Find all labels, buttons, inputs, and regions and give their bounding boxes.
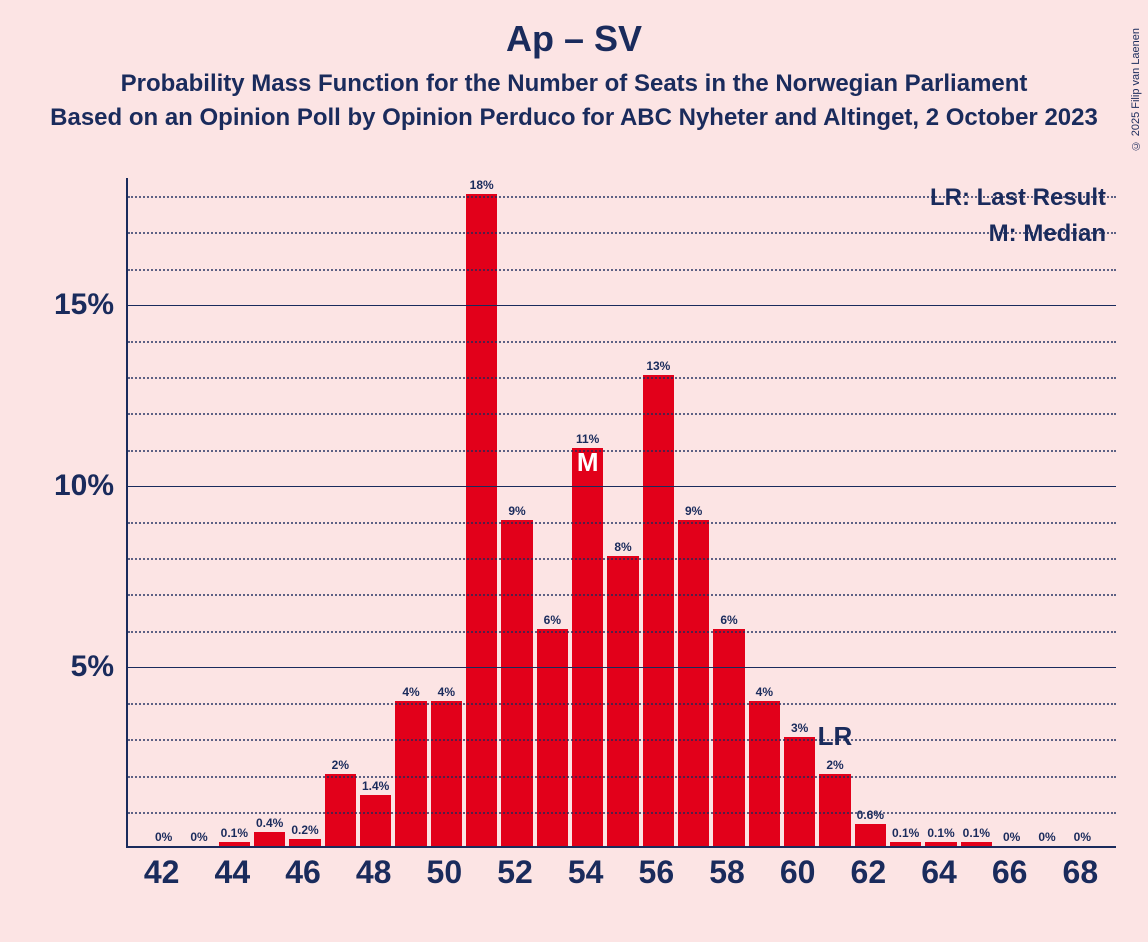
gridline-minor	[128, 812, 1116, 814]
gridline-minor	[128, 522, 1116, 524]
bar	[219, 842, 250, 846]
gridline-minor	[128, 558, 1116, 560]
chart-subtitle-2: Based on an Opinion Poll by Opinion Perd…	[0, 104, 1148, 132]
x-axis-label: 48	[356, 854, 392, 891]
x-axis-label: 46	[285, 854, 321, 891]
gridline-minor	[128, 776, 1116, 778]
bar-value-label: 2%	[805, 758, 865, 772]
x-axis-label: 56	[639, 854, 675, 891]
x-axis-label: 54	[568, 854, 604, 891]
gridline-minor	[128, 341, 1116, 343]
gridline-major	[128, 486, 1116, 487]
x-axis-label: 42	[144, 854, 180, 891]
bar-value-label: 13%	[628, 359, 688, 373]
bar-value-label: 6%	[699, 613, 759, 627]
bar	[607, 556, 638, 846]
gridline-minor	[128, 377, 1116, 379]
bar-value-label: 18%	[452, 178, 512, 192]
bar-value-label: 9%	[664, 504, 724, 518]
x-axis-label: 66	[992, 854, 1028, 891]
gridline-major	[128, 667, 1116, 668]
bars-container: 0%0%0.1%0.4%0.2%2%1.4%4%4%18%9%6%11%8%13…	[128, 178, 1116, 846]
plot-area: LR: Last Result M: Median 0%0%0.1%0.4%0.…	[126, 178, 1116, 848]
bar	[395, 701, 426, 846]
gridline-minor	[128, 631, 1116, 633]
bar	[572, 448, 603, 846]
y-axis-label: 15%	[44, 288, 114, 322]
y-axis-label: 5%	[44, 650, 114, 684]
bar-value-label: 9%	[487, 504, 547, 518]
x-axis-label: 52	[497, 854, 533, 891]
bar-value-label: 0%	[1052, 830, 1112, 844]
bar	[289, 839, 320, 846]
bar	[678, 520, 709, 846]
gridline-minor	[128, 413, 1116, 415]
bar	[925, 842, 956, 846]
x-axis-label: 62	[851, 854, 887, 891]
x-axis-label: 58	[709, 854, 745, 891]
bar-value-label: 2%	[310, 758, 370, 772]
gridline-minor	[128, 739, 1116, 741]
gridline-minor	[128, 450, 1116, 452]
chart-title: Ap – SV	[0, 18, 1148, 60]
bar	[890, 842, 921, 846]
gridline-minor	[128, 594, 1116, 596]
bar-value-label: 0.6%	[840, 808, 900, 822]
gridline-minor	[128, 703, 1116, 705]
gridline-minor	[128, 196, 1116, 198]
y-axis-label: 10%	[44, 469, 114, 503]
copyright-text: © 2025 Filip van Laenen	[1130, 28, 1142, 151]
gridline-minor	[128, 269, 1116, 271]
x-axis-label: 60	[780, 854, 816, 891]
x-axis-label: 50	[427, 854, 463, 891]
x-axis-label: 64	[921, 854, 957, 891]
bar	[501, 520, 532, 846]
bar	[466, 194, 497, 846]
x-axis-label: 68	[1063, 854, 1099, 891]
gridline-major	[128, 305, 1116, 306]
gridline-minor	[128, 232, 1116, 234]
x-axis-label: 44	[215, 854, 251, 891]
bar	[360, 795, 391, 846]
bar	[431, 701, 462, 846]
chart-area: LR: Last Result M: Median 0%0%0.1%0.4%0.…	[48, 178, 1116, 908]
bar-value-label: 11%	[558, 432, 618, 446]
bar-value-label: 4%	[734, 685, 794, 699]
bar	[784, 737, 815, 846]
chart-subtitle-1: Probability Mass Function for the Number…	[0, 70, 1148, 98]
last-result-marker: LR	[818, 721, 853, 752]
